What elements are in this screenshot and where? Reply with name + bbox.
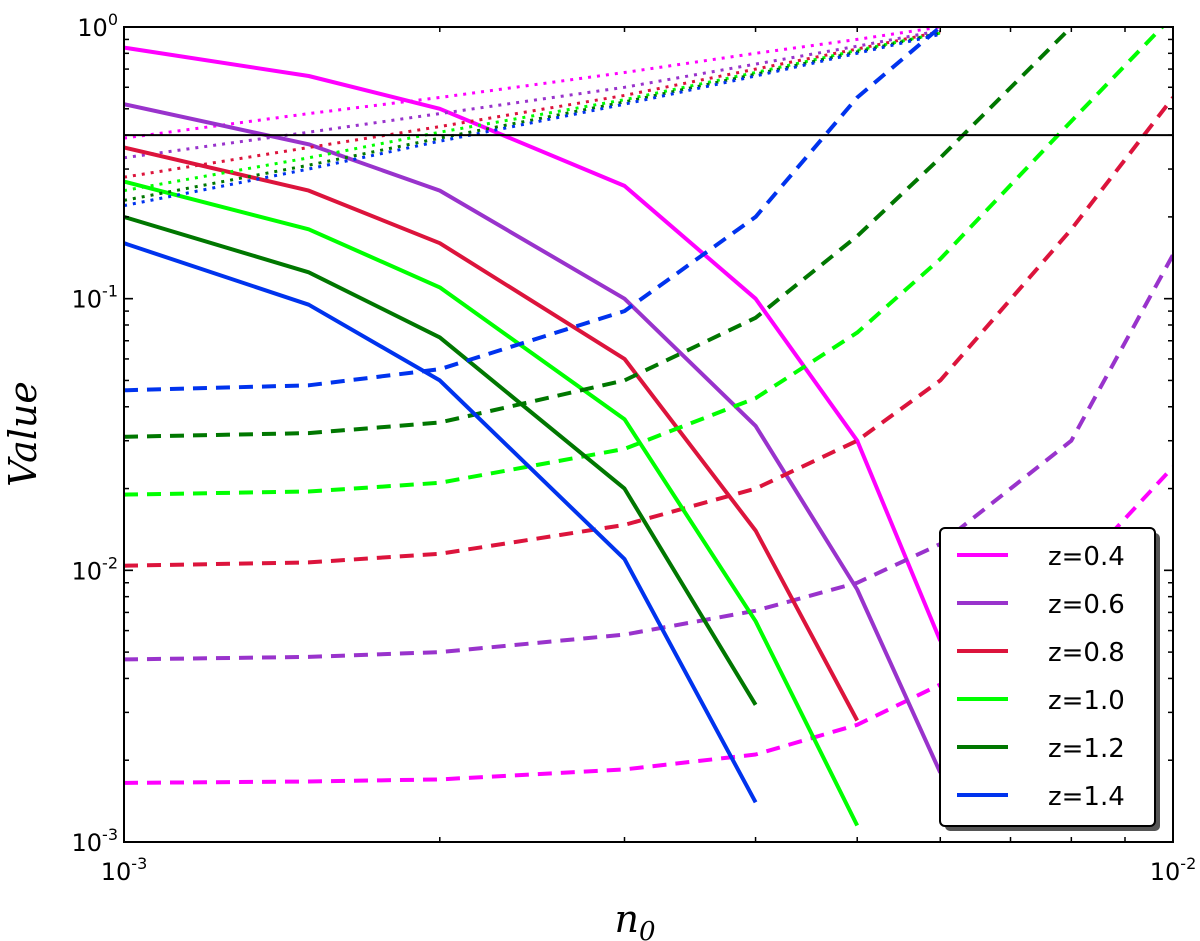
y-tick-label: 10-3 [72, 825, 119, 857]
y-tick-label: 100 [77, 10, 118, 42]
y-tick-label: 10-2 [72, 553, 119, 585]
series-z-1-0-solid-line [124, 179, 859, 827]
plot-frame [123, 26, 1174, 843]
series-z-0-6-dotted-line [124, 29, 941, 160]
series-z-0-4-dotted-line [124, 27, 941, 140]
series-z-0-4-solid-line [124, 45, 943, 642]
x-axis-label-main: n [614, 897, 638, 941]
legend-label: z=0.4 [1048, 542, 1125, 572]
tick-layer: 10-3 10-2 100 10-1 10-2 10-3 [72, 10, 1197, 886]
legend-label: z=1.0 [1048, 686, 1125, 716]
x-axis-label-subscript: 0 [639, 917, 656, 941]
series-z-1-2-dashed-line [124, 27, 1073, 439]
y-axis-label: Value [1, 381, 45, 487]
series-z-0-6-solid-line [124, 102, 943, 774]
legend-label: z=1.4 [1048, 782, 1125, 812]
legend: z=0.4 z=0.6 z=0.8 z=1.0 z=1.2 z=1.4 [939, 527, 1160, 831]
series-z-1-4-solid-line [124, 241, 758, 804]
series-z-1-0-dashed-line [124, 27, 1165, 497]
legend-label: z=0.6 [1048, 590, 1125, 620]
series-z-1-2-solid-line [124, 214, 758, 706]
y-tick-label: 10-1 [72, 282, 119, 314]
series-z-0-6-dashed-line [124, 253, 1173, 662]
series-z-0-8-dotted-line [124, 30, 941, 179]
x-axis-label: n0 [614, 897, 655, 941]
series-z-1-4-dotted-line [124, 32, 941, 208]
series-z-0-8-solid-line [124, 145, 859, 722]
x-tick-label: 10-2 [1150, 854, 1197, 886]
x-tick-label: 10-3 [101, 854, 148, 886]
series-z-0-8-dashed-line [124, 96, 1173, 568]
series-z-1-4-dashed-line [124, 27, 942, 393]
legend-label: z=1.2 [1048, 734, 1125, 764]
legend-label: z=0.8 [1048, 638, 1125, 668]
